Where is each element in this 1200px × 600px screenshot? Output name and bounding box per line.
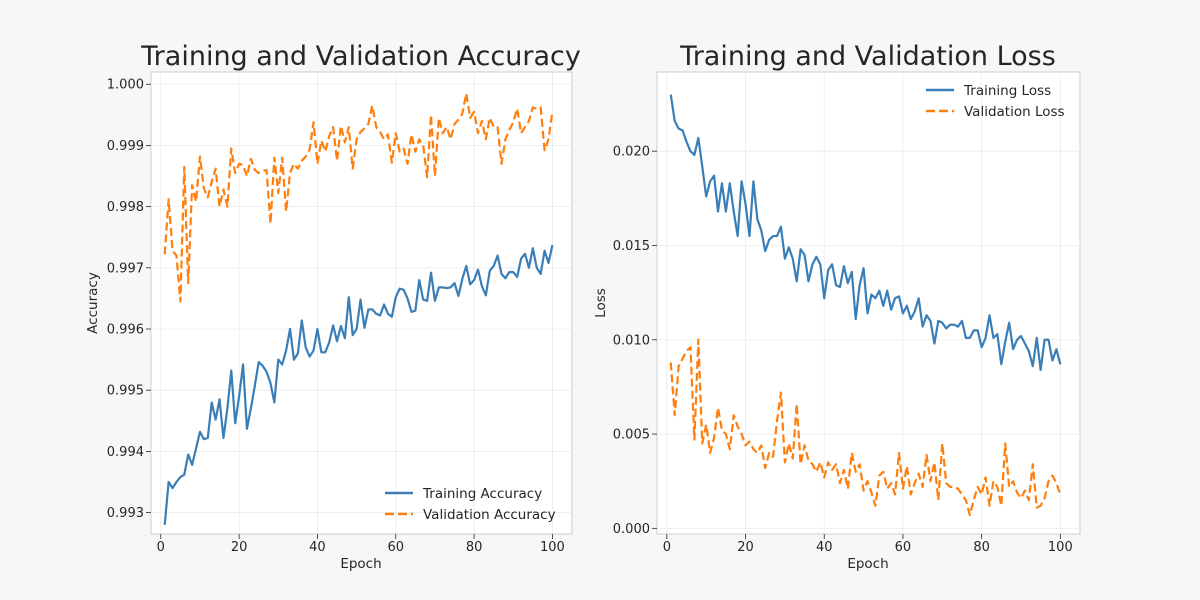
- accuracy-y-tick-label: 0.993: [107, 506, 144, 521]
- loss-x-tick-label: 60: [895, 540, 912, 555]
- accuracy-y-ticks: 0.993 0.994 0.995 0.996 0.997 0.998 0.999 1.000: [107, 78, 151, 521]
- accuracy-series-line-validation-accuracy: [163, 92, 554, 303]
- accuracy-x-tick-label: 0: [157, 540, 165, 555]
- accuracy-y-tick-label: 0.997: [107, 261, 144, 276]
- accuracy-y-tick-label: 0.998: [107, 200, 144, 215]
- accuracy-chart: Training and Validation Accuracy 0 20 40 60…: [85, 41, 581, 572]
- accuracy-grid: [151, 72, 572, 534]
- accuracy-y-tick-label: 0.999: [107, 139, 144, 154]
- accuracy-x-axis-label: Epoch: [340, 556, 381, 572]
- accuracy-y-tick-label: 1.000: [107, 78, 144, 93]
- loss-plot-area: [656, 71, 1081, 535]
- loss-x-tick-label: 20: [737, 540, 754, 555]
- loss-y-tick-label: 0.000: [613, 522, 650, 537]
- accuracy-series-line-training-accuracy: [163, 244, 554, 525]
- loss-x-ticks: 0 20 40 60 80 100: [663, 534, 1073, 555]
- loss-series: [669, 94, 1062, 517]
- loss-y-tick-label: 0.015: [613, 239, 650, 254]
- loss-y-tick-label: 0.020: [613, 145, 650, 160]
- accuracy-y-tick-label: 0.995: [107, 384, 144, 399]
- legend-label-validation-accuracy: Validation Accuracy: [423, 507, 556, 523]
- accuracy-x-tick-label: 100: [540, 540, 565, 555]
- loss-x-tick-label: 100: [1048, 540, 1073, 555]
- accuracy-y-tick-label: 0.996: [107, 323, 144, 338]
- accuracy-chart-title: Training and Validation Accuracy: [140, 41, 581, 72]
- accuracy-x-tick-label: 60: [387, 540, 404, 555]
- loss-y-ticks: 0.000 0.005 0.010 0.015 0.020: [613, 145, 657, 537]
- loss-y-tick-label: 0.005: [613, 428, 650, 443]
- accuracy-legend: Training Accuracy Validation Accuracy: [385, 486, 556, 523]
- accuracy-series: [163, 92, 554, 525]
- loss-legend: Training Loss Validation Loss: [926, 83, 1065, 120]
- legend-label-training-accuracy: Training Accuracy: [422, 486, 542, 502]
- loss-y-tick-label: 0.010: [613, 333, 650, 348]
- accuracy-y-axis-label: Accuracy: [85, 272, 101, 334]
- loss-y-axis-label: Loss: [593, 288, 609, 318]
- legend-label-validation-loss: Validation Loss: [964, 104, 1065, 120]
- accuracy-x-tick-label: 40: [309, 540, 326, 555]
- loss-x-tick-label: 80: [973, 540, 990, 555]
- loss-chart: Training and Validation Loss 0 20 40 60 80 10…: [593, 41, 1081, 572]
- loss-x-axis-label: Epoch: [847, 556, 888, 572]
- loss-series-line-training-loss: [669, 94, 1062, 372]
- accuracy-x-tick-label: 20: [231, 540, 248, 555]
- accuracy-x-ticks: 0 20 40 60 80 100: [157, 534, 565, 555]
- loss-x-tick-label: 0: [663, 540, 671, 555]
- accuracy-y-tick-label: 0.994: [107, 445, 144, 460]
- legend-label-training-loss: Training Loss: [963, 83, 1051, 99]
- loss-grid: [657, 72, 1080, 534]
- loss-chart-title: Training and Validation Loss: [679, 41, 1056, 72]
- accuracy-x-tick-label: 80: [466, 540, 483, 555]
- loss-x-tick-label: 40: [816, 540, 833, 555]
